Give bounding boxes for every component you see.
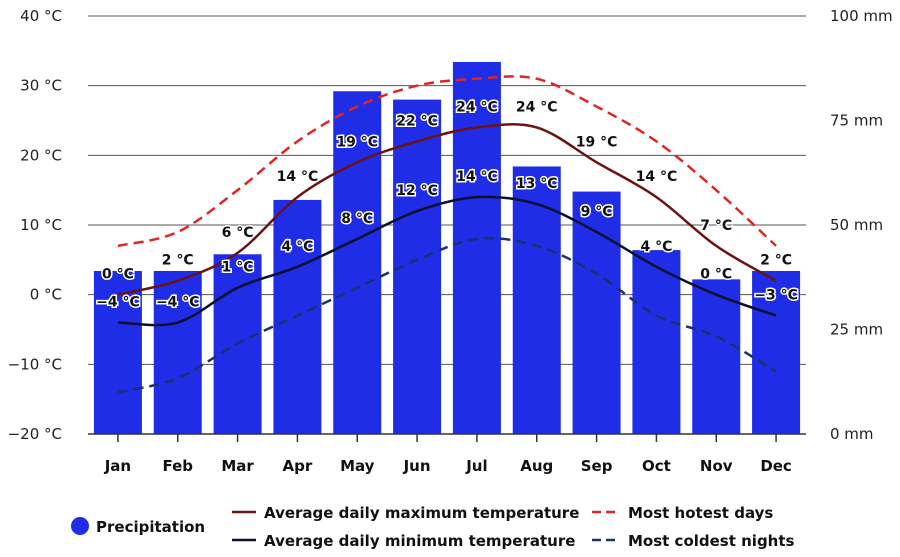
temperature-lines — [117, 75, 777, 394]
month-label: Aug — [520, 457, 553, 475]
month-label: Mar — [221, 457, 254, 475]
axes: 40 °C 30 °C 20 °C 10 °C 0 °C −10 °C −20 °C 100 … — [8, 7, 893, 475]
max-temp-label: 0 °C — [102, 267, 134, 283]
legend-cold-label: Most coldest nights — [628, 532, 795, 550]
min-temp-label: 9 °C — [581, 204, 613, 220]
legend-precipitation-label: Precipitation — [96, 518, 205, 536]
precipitation-bar — [512, 166, 561, 435]
left-tick-label: 10 °C — [20, 216, 62, 234]
right-tick-label: 0 mm — [830, 425, 874, 443]
left-tick-label: −10 °C — [8, 355, 62, 373]
month-label: Jun — [403, 457, 431, 475]
max-temp-label: 19 °C — [576, 134, 618, 150]
precipitation-bar — [572, 191, 621, 434]
legend: Precipitation Average daily maximum temp… — [71, 504, 795, 550]
max-temp-label: 24 °C — [456, 99, 498, 115]
month-label: Apr — [283, 457, 313, 475]
min-temp-label: 14 °C — [456, 169, 498, 185]
min-temp-label: 13 °C — [516, 176, 558, 192]
month-label: Nov — [700, 457, 733, 475]
min-temp-label: 12 °C — [396, 183, 438, 199]
max-temp-label: 6 °C — [222, 225, 254, 241]
min-temp-label: 4 °C — [281, 239, 313, 255]
left-tick-label: 0 °C — [30, 286, 62, 304]
max-temp-label: 22 °C — [396, 113, 438, 129]
precipitation-bar — [692, 279, 741, 434]
max-temp-line — [117, 123, 777, 296]
hottest-days-line — [117, 75, 777, 248]
precipitation-bar — [153, 270, 202, 434]
coldest-nights-line — [117, 236, 777, 394]
precipitation-bar — [273, 199, 322, 434]
min-temp-label: 1 °C — [222, 260, 254, 276]
legend-hot-label: Most hotest days — [628, 504, 773, 522]
max-temp-label: 24 °C — [516, 99, 558, 115]
max-temp-label: 2 °C — [760, 253, 792, 269]
data-labels: 0 °C 2 °C 6 °C 14 °C 19 °C 22 °C 24 °C 24 °C 19 … — [95, 98, 800, 312]
min-temp-label: −4 °C — [96, 295, 140, 311]
legend-max-label: Average daily maximum temperature — [264, 504, 579, 522]
precipitation-bar — [632, 250, 681, 434]
min-temp-label: −3 °C — [754, 288, 798, 304]
precipitation-bar — [93, 270, 142, 434]
precipitation-bar — [752, 270, 801, 434]
min-temp-label: 0 °C — [700, 267, 732, 283]
min-temp-label: 8 °C — [341, 211, 373, 227]
month-label: Dec — [760, 457, 792, 475]
right-tick-label: 100 mm — [830, 7, 893, 25]
month-label: Oct — [642, 457, 671, 475]
left-tick-label: 20 °C — [20, 146, 62, 164]
left-tick-label: 30 °C — [20, 77, 62, 95]
legend-min-label: Average daily minimum temperature — [264, 532, 575, 550]
month-label: Feb — [162, 457, 193, 475]
right-tick-label: 25 mm — [830, 321, 883, 339]
legend-precipitation-marker — [71, 517, 89, 535]
min-temp-label: 4 °C — [640, 239, 672, 255]
right-tick-label: 50 mm — [830, 216, 883, 234]
min-temp-label: −4 °C — [156, 295, 200, 311]
month-label: Sep — [581, 457, 613, 475]
precipitation-bar — [333, 91, 382, 435]
max-temp-label: 2 °C — [162, 253, 194, 269]
max-temp-label: 14 °C — [277, 169, 319, 185]
precipitation-bar — [452, 61, 501, 434]
left-tick-label: −20 °C — [8, 425, 62, 443]
max-temp-label: 19 °C — [336, 134, 378, 150]
max-temp-label: 7 °C — [700, 218, 732, 234]
min-temp-line — [117, 195, 777, 327]
month-label: May — [340, 457, 375, 475]
right-tick-label: 75 mm — [830, 112, 883, 130]
left-tick-label: 40 °C — [20, 7, 62, 25]
precipitation-bars — [93, 61, 801, 435]
max-temp-label: 14 °C — [636, 169, 678, 185]
month-label: Jan — [104, 457, 131, 475]
month-label: Jul — [465, 457, 487, 475]
